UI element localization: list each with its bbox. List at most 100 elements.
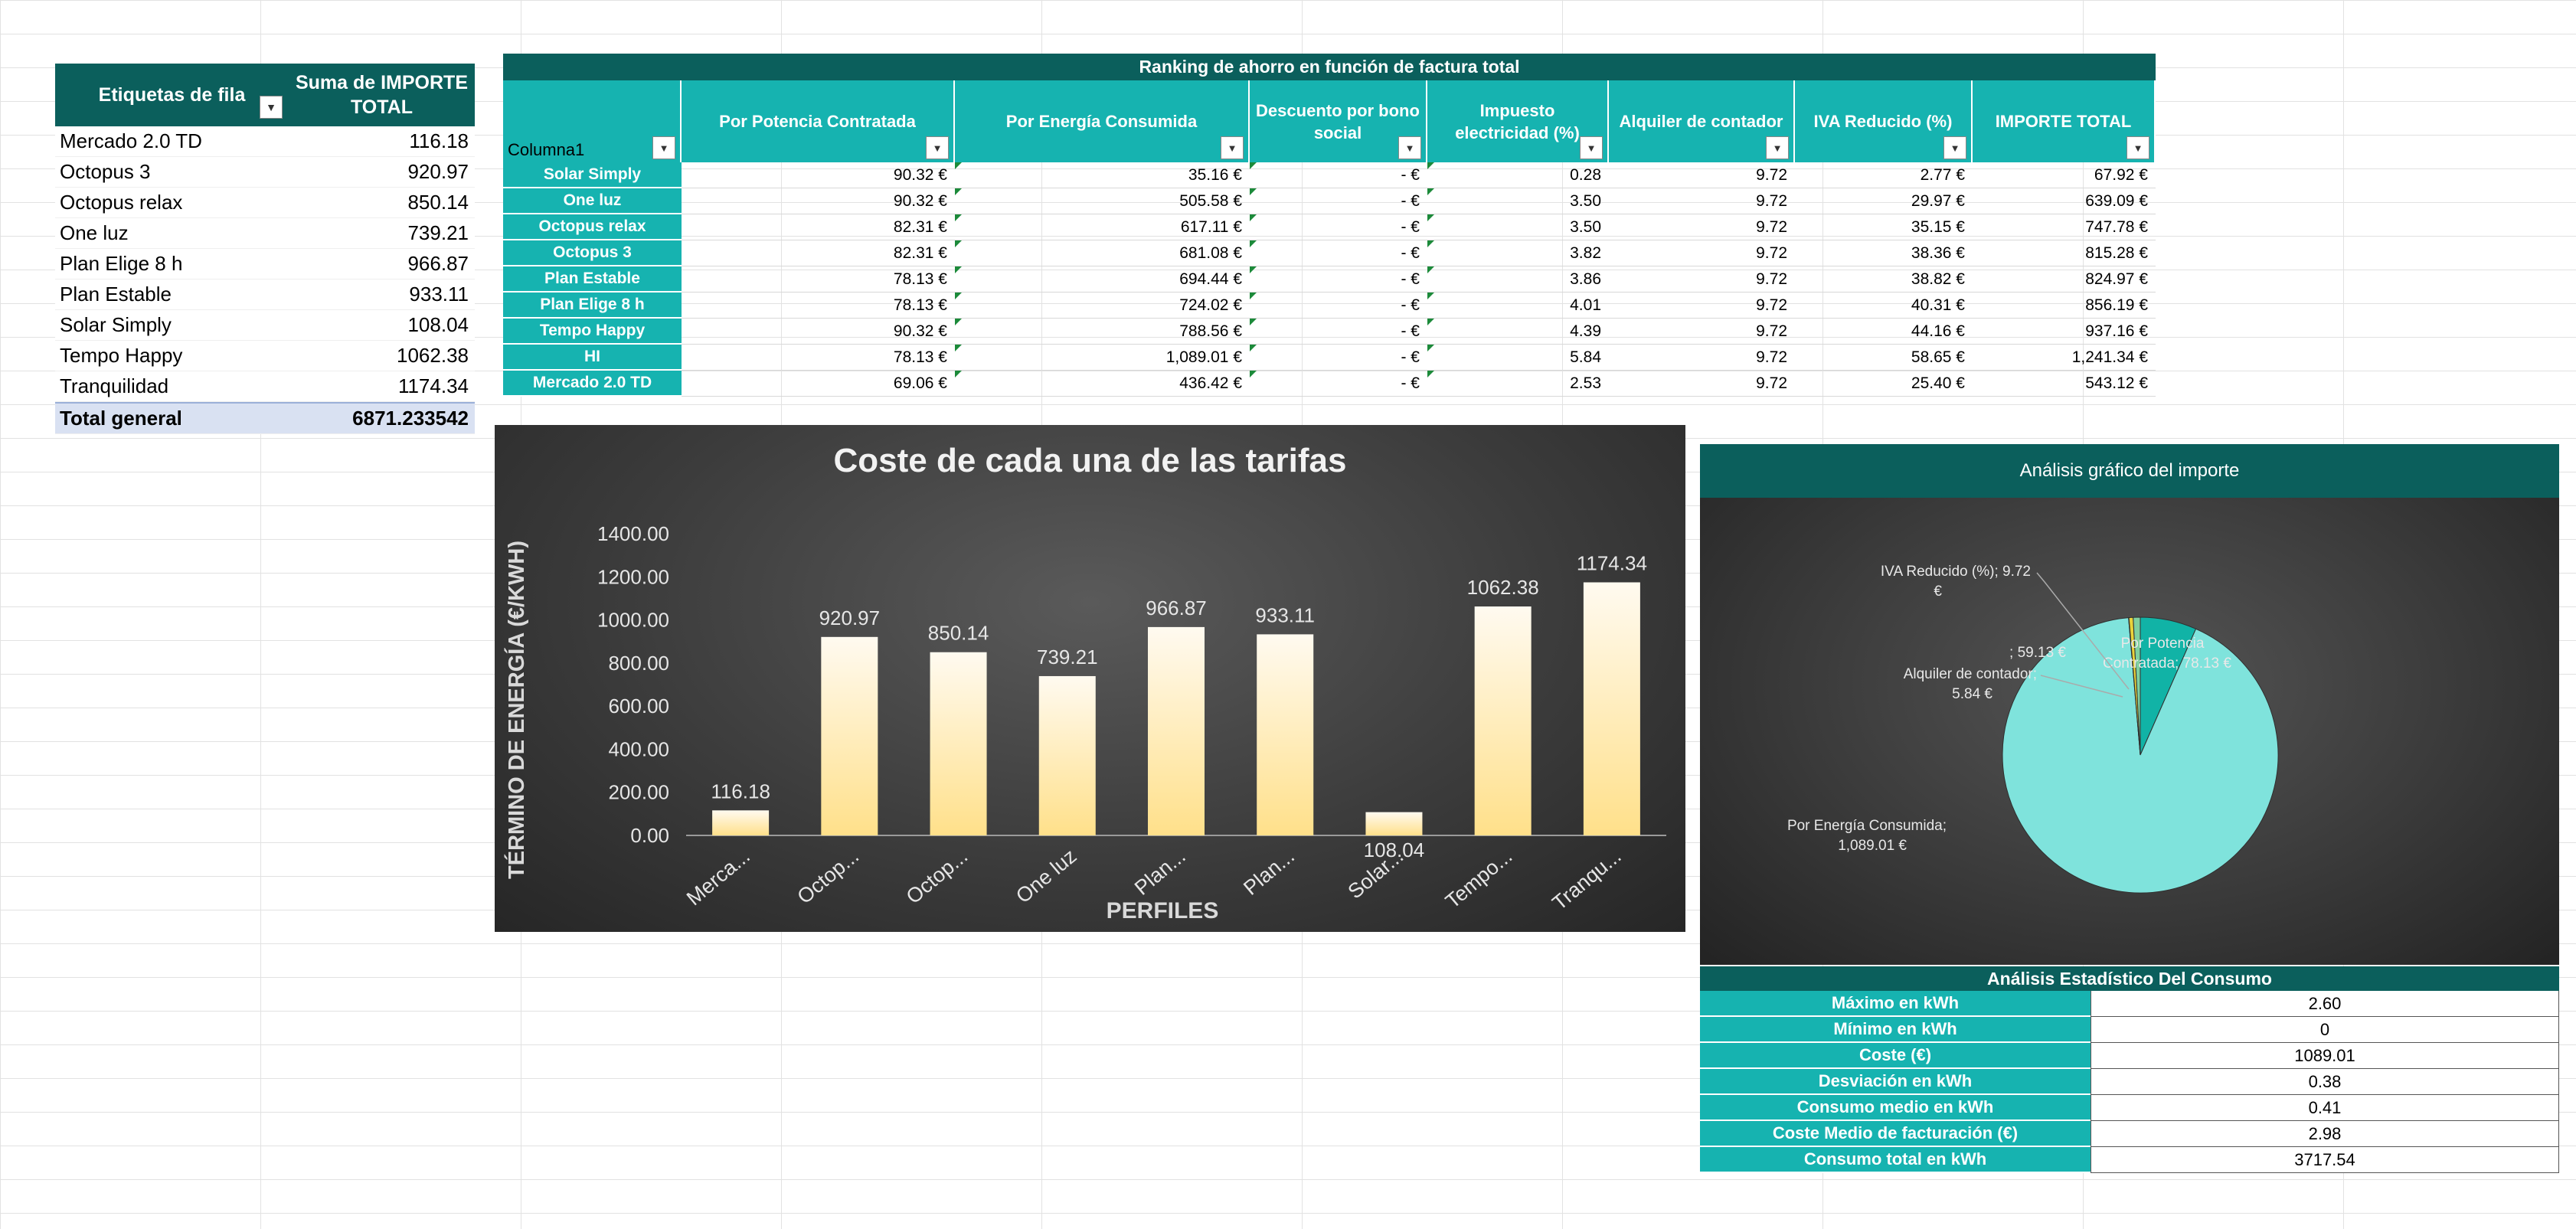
ranking-cell[interactable]: 9.72 xyxy=(1609,240,1795,266)
ranking-row-name[interactable]: Octopus 3 xyxy=(503,240,682,266)
filter-dropdown-icon[interactable]: ▼ xyxy=(1766,136,1789,159)
bar-chart[interactable]: Coste de cada una de las tarifas 0.00 200… xyxy=(495,425,1685,932)
pivot-header-row-labels[interactable]: Etiquetas de fila ▼ xyxy=(55,64,289,126)
ranking-cell[interactable]: 9.72 xyxy=(1609,214,1795,240)
ranking-row-name[interactable]: Octopus relax xyxy=(503,214,682,240)
ranking-column-header[interactable]: Por Potencia Contratada ▼ xyxy=(682,80,955,162)
ranking-cell[interactable]: 38.36 € xyxy=(1795,240,1973,266)
stats-value[interactable]: 0.41 xyxy=(2091,1095,2559,1121)
pivot-row[interactable]: Tempo Happy 1062.38 xyxy=(55,341,475,371)
ranking-cell[interactable]: 436.42 € xyxy=(955,371,1250,397)
ranking-cell[interactable]: 639.09 € xyxy=(1973,188,2156,214)
ranking-row-name[interactable]: Solar Simply xyxy=(503,162,682,188)
ranking-column-header[interactable]: Descuento por bono social ▼ xyxy=(1250,80,1427,162)
filter-dropdown-icon[interactable]: ▼ xyxy=(1221,136,1244,159)
ranking-cell[interactable]: 1,241.34 € xyxy=(1973,345,2156,371)
ranking-cell[interactable]: 90.32 € xyxy=(682,188,955,214)
stats-value[interactable]: 1089.01 xyxy=(2091,1043,2559,1069)
ranking-row[interactable]: Solar Simply 90.32 €35.16 € - €0.28 9.72 2.7… xyxy=(503,162,2156,188)
ranking-row[interactable]: Plan Estable 78.13 €694.44 € - €3.86 9.72 38… xyxy=(503,266,2156,293)
filter-dropdown-icon[interactable]: ▼ xyxy=(926,136,949,159)
ranking-column-header[interactable]: Impuesto electricidad (%) ▼ xyxy=(1427,80,1609,162)
ranking-cell[interactable]: - € xyxy=(1250,188,1427,214)
stats-row[interactable]: Máximo en kWh 2.60 xyxy=(1700,991,2559,1017)
ranking-cell[interactable]: 9.72 xyxy=(1609,319,1795,345)
ranking-cell[interactable]: 617.11 € xyxy=(955,214,1250,240)
ranking-cell[interactable]: - € xyxy=(1250,345,1427,371)
ranking-row-name[interactable]: Tempo Happy xyxy=(503,319,682,345)
ranking-row[interactable]: Octopus 3 82.31 €681.08 € - €3.82 9.72 38.36… xyxy=(503,240,2156,266)
pivot-row[interactable]: Plan Estable 933.11 xyxy=(55,279,475,310)
ranking-cell[interactable]: - € xyxy=(1250,371,1427,397)
filter-dropdown-icon[interactable]: ▼ xyxy=(652,136,675,159)
ranking-cell[interactable]: 29.97 € xyxy=(1795,188,1973,214)
ranking-row[interactable]: Octopus relax 82.31 €617.11 € - €3.50 9.72 3… xyxy=(503,214,2156,240)
ranking-cell[interactable]: 3.86 xyxy=(1427,266,1609,293)
ranking-column-header[interactable]: Alquiler de contador ▼ xyxy=(1609,80,1795,162)
ranking-column-header[interactable]: Por Energía Consumida ▼ xyxy=(955,80,1250,162)
ranking-row[interactable]: Plan Elige 8 h 78.13 €724.02 € - €4.01 9.72… xyxy=(503,293,2156,319)
pivot-row[interactable]: One luz 739.21 xyxy=(55,218,475,249)
stats-value[interactable]: 0.38 xyxy=(2091,1069,2559,1095)
pie-chart[interactable]: Análisis gráfico del importe Por Potenci… xyxy=(1700,444,2559,965)
pivot-row[interactable]: Tranquilidad 1174.34 xyxy=(55,371,475,402)
pivot-row[interactable]: Plan Elige 8 h 966.87 xyxy=(55,249,475,279)
ranking-cell[interactable]: 38.82 € xyxy=(1795,266,1973,293)
ranking-row[interactable]: One luz 90.32 €505.58 € - €3.50 9.72 29.97 €… xyxy=(503,188,2156,214)
ranking-cell[interactable]: 9.72 xyxy=(1609,188,1795,214)
pivot-row[interactable]: Octopus relax 850.14 xyxy=(55,188,475,218)
ranking-row[interactable]: Mercado 2.0 TD 69.06 €436.42 € - €2.53 9.72… xyxy=(503,371,2156,397)
ranking-cell[interactable]: - € xyxy=(1250,266,1427,293)
ranking-cell[interactable]: 78.13 € xyxy=(682,293,955,319)
ranking-cell[interactable]: 9.72 xyxy=(1609,162,1795,188)
stats-value[interactable]: 0 xyxy=(2091,1017,2559,1043)
pivot-row[interactable]: Mercado 2.0 TD 116.18 xyxy=(55,126,475,157)
pivot-total-row[interactable]: Total general 6871.233542 xyxy=(55,402,475,434)
ranking-cell[interactable]: 543.12 € xyxy=(1973,371,2156,397)
ranking-cell[interactable]: 937.16 € xyxy=(1973,319,2156,345)
ranking-cell[interactable]: 724.02 € xyxy=(955,293,1250,319)
ranking-cell[interactable]: 3.50 xyxy=(1427,188,1609,214)
ranking-column-header[interactable]: Columna1 ▼ xyxy=(503,80,682,162)
ranking-row-name[interactable]: One luz xyxy=(503,188,682,214)
ranking-row-name[interactable]: Mercado 2.0 TD xyxy=(503,371,682,397)
ranking-cell[interactable]: 69.06 € xyxy=(682,371,955,397)
stats-row[interactable]: Coste (€) 1089.01 xyxy=(1700,1043,2559,1069)
stats-row[interactable]: Coste Medio de facturación (€) 2.98 xyxy=(1700,1121,2559,1147)
ranking-cell[interactable]: 90.32 € xyxy=(682,162,955,188)
pivot-header-sum[interactable]: Suma de IMPORTE TOTAL xyxy=(295,72,469,118)
ranking-cell[interactable]: - € xyxy=(1250,162,1427,188)
ranking-cell[interactable]: 2.77 € xyxy=(1795,162,1973,188)
ranking-cell[interactable]: 78.13 € xyxy=(682,345,955,371)
stats-row[interactable]: Desviación en kWh 0.38 xyxy=(1700,1069,2559,1095)
ranking-row[interactable]: HI 78.13 €1,089.01 € - €5.84 9.72 58.65 €1,2… xyxy=(503,345,2156,371)
ranking-cell[interactable]: 505.58 € xyxy=(955,188,1250,214)
ranking-cell[interactable]: - € xyxy=(1250,293,1427,319)
ranking-cell[interactable]: 4.01 xyxy=(1427,293,1609,319)
ranking-cell[interactable]: - € xyxy=(1250,214,1427,240)
stats-row[interactable]: Consumo medio en kWh 0.41 xyxy=(1700,1095,2559,1121)
ranking-cell[interactable]: 9.72 xyxy=(1609,345,1795,371)
sort-filter-icon[interactable]: ▼ xyxy=(2127,136,2149,159)
ranking-cell[interactable]: 44.16 € xyxy=(1795,319,1973,345)
ranking-row[interactable]: Tempo Happy 90.32 €788.56 € - €4.39 9.72 44.… xyxy=(503,319,2156,345)
ranking-cell[interactable]: 25.40 € xyxy=(1795,371,1973,397)
ranking-cell[interactable]: 35.16 € xyxy=(955,162,1250,188)
filter-dropdown-icon[interactable]: ▼ xyxy=(1580,136,1603,159)
ranking-cell[interactable]: 9.72 xyxy=(1609,371,1795,397)
ranking-cell[interactable]: 90.32 € xyxy=(682,319,955,345)
pivot-row[interactable]: Solar Simply 108.04 xyxy=(55,310,475,341)
ranking-cell[interactable]: 2.53 xyxy=(1427,371,1609,397)
stats-value[interactable]: 3717.54 xyxy=(2091,1147,2559,1173)
ranking-cell[interactable]: 5.84 xyxy=(1427,345,1609,371)
ranking-cell[interactable]: 35.15 € xyxy=(1795,214,1973,240)
ranking-cell[interactable]: 3.82 xyxy=(1427,240,1609,266)
ranking-cell[interactable]: 0.28 xyxy=(1427,162,1609,188)
ranking-row-name[interactable]: HI xyxy=(503,345,682,371)
ranking-cell[interactable]: 694.44 € xyxy=(955,266,1250,293)
filter-dropdown-icon[interactable]: ▼ xyxy=(1943,136,1966,159)
ranking-row-name[interactable]: Plan Elige 8 h xyxy=(503,293,682,319)
ranking-cell[interactable]: 58.65 € xyxy=(1795,345,1973,371)
ranking-cell[interactable]: 3.50 xyxy=(1427,214,1609,240)
ranking-cell[interactable]: - € xyxy=(1250,240,1427,266)
